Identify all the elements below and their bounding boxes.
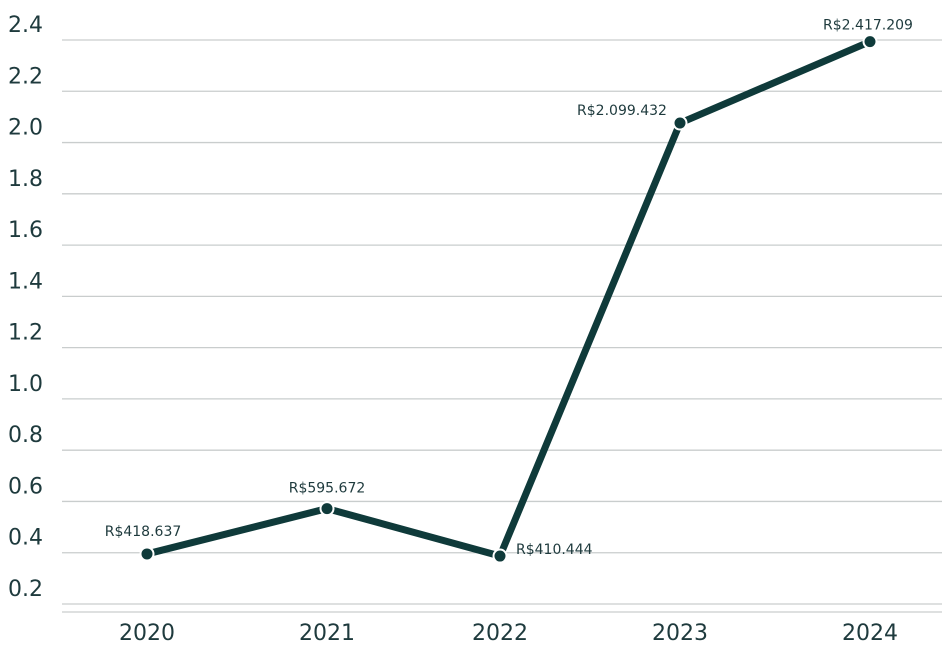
y-tick-label: 2.4 [8,13,43,38]
y-tick-label: 1.6 [8,218,43,243]
series-line-path [143,38,874,560]
gridlines [62,39,942,613]
data-label: R$418.637 [105,524,182,540]
y-tick-label: 1.8 [8,167,43,192]
y-tick-label: 2.2 [8,64,43,89]
data-points [139,34,878,564]
y-tick-label: 1.4 [8,269,43,294]
x-axis-ticks: 2020 2021 2022 2023 2024 [119,621,898,646]
data-label: R$2.417.209 [823,18,913,34]
y-tick-label: 0.8 [8,423,43,448]
data-point [862,34,878,50]
y-tick-label: 0.2 [8,577,43,602]
x-tick-label: 2021 [299,621,355,646]
x-tick-label: 2022 [472,621,528,646]
y-tick-label: 1.2 [8,321,43,346]
data-label: R$2.099.432 [577,103,667,119]
data-point [492,548,508,564]
x-tick-label: 2024 [842,621,898,646]
data-point [319,501,335,517]
series-line [143,38,874,560]
data-point [139,546,155,562]
y-axis-ticks: 0.2 0.4 0.6 0.8 1.0 1.2 1.4 1.6 1.8 2.0 2.2 2.4 [8,13,43,602]
data-label: R$595.672 [289,481,366,497]
data-point [672,115,688,131]
data-label: R$410.444 [516,542,593,558]
y-tick-label: 1.0 [8,372,43,397]
data-labels: R$418.637 R$595.672 R$410.444 R$2.099.432 R$… [105,18,913,558]
x-tick-label: 2020 [119,621,175,646]
y-tick-label: 0.6 [8,474,43,499]
y-tick-label: 2.0 [8,116,43,141]
y-tick-label: 0.4 [8,526,43,551]
x-tick-label: 2023 [652,621,708,646]
